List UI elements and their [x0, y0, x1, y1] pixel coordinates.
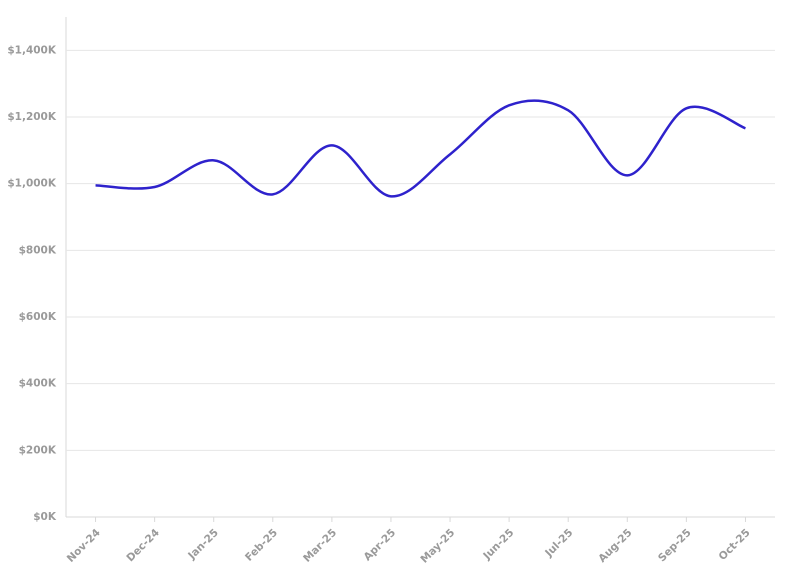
x-tick-label: Jan-25 [185, 527, 221, 563]
x-tick-label: Dec-24 [124, 527, 161, 564]
x-tick-label: Feb-25 [243, 527, 280, 564]
x-tick-label: Sep-25 [656, 527, 694, 565]
x-tick-label: Nov-24 [65, 527, 103, 565]
x-tick-label: Apr-25 [362, 527, 399, 564]
x-tick-label: Mar-25 [301, 527, 339, 565]
y-tick-label: $400K [19, 378, 57, 390]
x-tick-label: Oct-25 [717, 527, 753, 563]
line [95, 99, 746, 198]
x-tick-label: Jun-25 [480, 527, 516, 563]
x-tick-label: Aug-25 [596, 527, 634, 565]
y-tick-label: $200K [19, 444, 57, 456]
y-tick-label: $1,200K [7, 111, 57, 123]
y-tick-label: $0K [33, 511, 57, 523]
x-tick-label: Jul-25 [542, 527, 575, 560]
y-tick-label: $1,400K [7, 44, 57, 56]
y-tick-label: $800K [19, 244, 57, 256]
y-tick-label: $600K [19, 311, 57, 323]
y-tick-label: $1,000K [7, 178, 57, 190]
x-tick-label: May-25 [418, 527, 457, 566]
